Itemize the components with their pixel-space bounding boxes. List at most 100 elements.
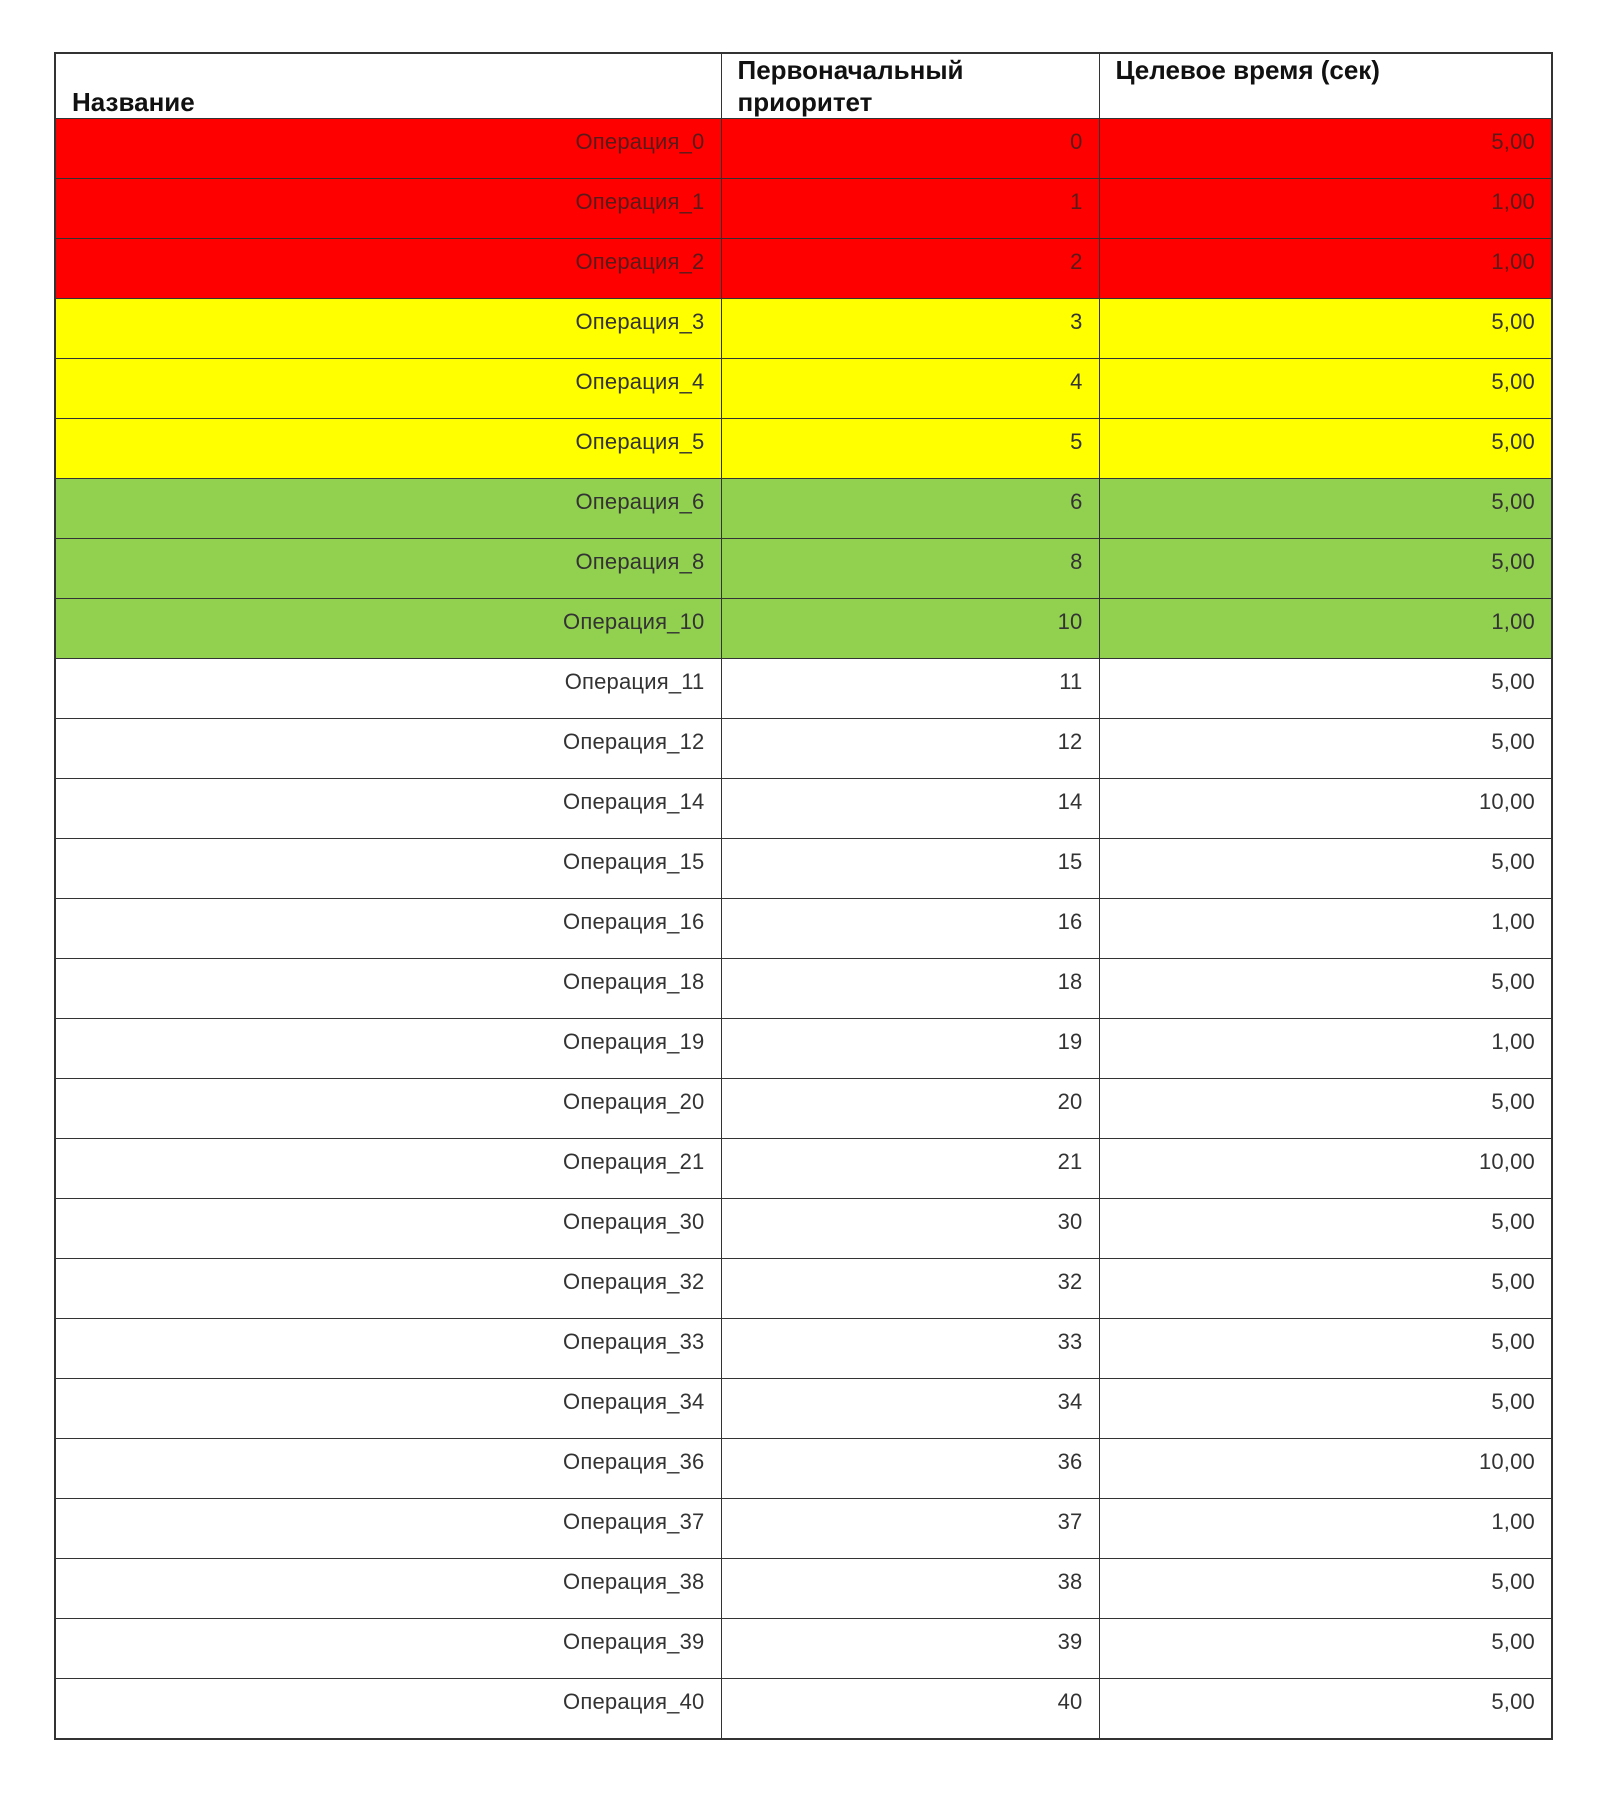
cell-priority: 33 <box>720 1318 1100 1379</box>
cell-priority: 0 <box>720 118 1100 179</box>
cell-name: Операция_40 <box>54 1678 722 1739</box>
cell-priority: 1 <box>720 178 1100 239</box>
cell-name: Операция_33 <box>54 1318 722 1379</box>
cell-priority: 20 <box>720 1078 1100 1139</box>
table-row: Операция_20 20 5,00 <box>54 1078 1553 1139</box>
table-row: Операция_8 8 5,00 <box>54 538 1553 599</box>
cell-name: Операция_39 <box>54 1618 722 1679</box>
cell-target-time: 5,00 <box>1098 1078 1553 1139</box>
table-row: Операция_19 19 1,00 <box>54 1018 1553 1079</box>
cell-name: Операция_10 <box>54 598 722 659</box>
cell-name: Операция_37 <box>54 1498 722 1559</box>
table-row: Операция_5 5 5,00 <box>54 418 1553 479</box>
cell-target-time: 5,00 <box>1098 418 1553 479</box>
cell-name: Операция_19 <box>54 1018 722 1079</box>
cell-priority: 21 <box>720 1138 1100 1199</box>
cell-target-time: 5,00 <box>1098 958 1553 1019</box>
cell-name: Операция_20 <box>54 1078 722 1139</box>
table-row: Операция_34 34 5,00 <box>54 1378 1553 1439</box>
cell-priority: 3 <box>720 298 1100 359</box>
cell-name: Операция_32 <box>54 1258 722 1319</box>
cell-name: Операция_38 <box>54 1558 722 1619</box>
cell-priority: 4 <box>720 358 1100 419</box>
cell-priority: 32 <box>720 1258 1100 1319</box>
cell-target-time: 5,00 <box>1098 538 1553 599</box>
cell-target-time: 5,00 <box>1098 358 1553 419</box>
table-row: Операция_30 30 5,00 <box>54 1198 1553 1259</box>
cell-name: Операция_3 <box>54 298 722 359</box>
cell-name: Операция_14 <box>54 778 722 839</box>
header-name: Название <box>54 52 722 119</box>
table-row: Операция_4 4 5,00 <box>54 358 1553 419</box>
table-row: Операция_0 0 5,00 <box>54 118 1553 179</box>
cell-name: Операция_1 <box>54 178 722 239</box>
header-row: Название Первоначальный приоритет Целево… <box>54 52 1553 119</box>
cell-target-time: 1,00 <box>1098 1498 1553 1559</box>
cell-priority: 38 <box>720 1558 1100 1619</box>
cell-priority: 6 <box>720 478 1100 539</box>
cell-name: Операция_18 <box>54 958 722 1019</box>
cell-target-time: 10,00 <box>1098 778 1553 839</box>
cell-priority: 10 <box>720 598 1100 659</box>
cell-name: Операция_2 <box>54 238 722 299</box>
cell-name: Операция_8 <box>54 538 722 599</box>
cell-target-time: 5,00 <box>1098 1198 1553 1259</box>
cell-name: Операция_12 <box>54 718 722 779</box>
cell-name: Операция_21 <box>54 1138 722 1199</box>
cell-priority: 11 <box>720 658 1100 719</box>
cell-name: Операция_15 <box>54 838 722 899</box>
cell-priority: 36 <box>720 1438 1100 1499</box>
cell-priority: 8 <box>720 538 1100 599</box>
cell-priority: 40 <box>720 1678 1100 1739</box>
table-row: Операция_12 12 5,00 <box>54 718 1553 779</box>
table-row: Операция_21 21 10,00 <box>54 1138 1553 1199</box>
cell-name: Операция_11 <box>54 658 722 719</box>
table-row: Операция_15 15 5,00 <box>54 838 1553 899</box>
cell-target-time: 5,00 <box>1098 1558 1553 1619</box>
cell-priority: 34 <box>720 1378 1100 1439</box>
table-row: Операция_38 38 5,00 <box>54 1558 1553 1619</box>
cell-priority: 19 <box>720 1018 1100 1079</box>
table-row: Операция_32 32 5,00 <box>54 1258 1553 1319</box>
cell-priority: 14 <box>720 778 1100 839</box>
table-row: Операция_14 14 10,00 <box>54 778 1553 839</box>
cell-target-time: 1,00 <box>1098 178 1553 239</box>
cell-target-time: 5,00 <box>1098 718 1553 779</box>
table-body: Операция_0 0 5,00 Операция_1 1 1,00 Операция_2… <box>54 118 1553 1739</box>
cell-priority: 12 <box>720 718 1100 779</box>
cell-priority: 39 <box>720 1618 1100 1679</box>
cell-name: Операция_36 <box>54 1438 722 1499</box>
cell-target-time: 1,00 <box>1098 1018 1553 1079</box>
cell-priority: 30 <box>720 1198 1100 1259</box>
cell-target-time: 5,00 <box>1098 298 1553 359</box>
table-row: Операция_18 18 5,00 <box>54 958 1553 1019</box>
cell-name: Операция_4 <box>54 358 722 419</box>
cell-target-time: 5,00 <box>1098 1318 1553 1379</box>
table-row: Операция_11 11 5,00 <box>54 658 1553 719</box>
cell-target-time: 5,00 <box>1098 118 1553 179</box>
cell-target-time: 5,00 <box>1098 1378 1553 1439</box>
cell-priority: 18 <box>720 958 1100 1019</box>
table-row: Операция_2 2 1,00 <box>54 238 1553 299</box>
cell-name: Операция_0 <box>54 118 722 179</box>
cell-target-time: 10,00 <box>1098 1138 1553 1199</box>
table-row: Операция_6 6 5,00 <box>54 478 1553 539</box>
cell-priority: 16 <box>720 898 1100 959</box>
table-row: Операция_33 33 5,00 <box>54 1318 1553 1379</box>
cell-name: Операция_6 <box>54 478 722 539</box>
cell-target-time: 5,00 <box>1098 1618 1553 1679</box>
cell-target-time: 5,00 <box>1098 838 1553 899</box>
table-row: Операция_37 37 1,00 <box>54 1498 1553 1559</box>
cell-name: Операция_5 <box>54 418 722 479</box>
operations-table: Название Первоначальный приоритет Целево… <box>54 52 1553 1740</box>
header-priority: Первоначальный приоритет <box>720 52 1100 119</box>
table-row: Операция_36 36 10,00 <box>54 1438 1553 1499</box>
cell-priority: 5 <box>720 418 1100 479</box>
table-row: Операция_16 16 1,00 <box>54 898 1553 959</box>
cell-target-time: 5,00 <box>1098 658 1553 719</box>
table-row: Операция_39 39 5,00 <box>54 1618 1553 1679</box>
cell-priority: 2 <box>720 238 1100 299</box>
table-row: Операция_40 40 5,00 <box>54 1678 1553 1739</box>
header-target-time: Целевое время (сек) <box>1098 52 1553 119</box>
cell-target-time: 1,00 <box>1098 238 1553 299</box>
